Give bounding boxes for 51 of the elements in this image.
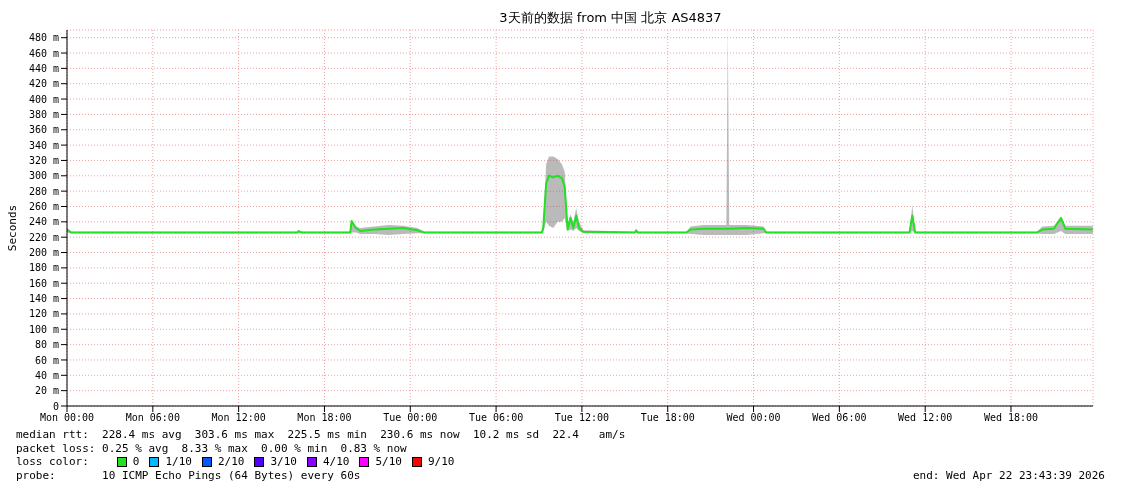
x-tick-label: Mon 18:00 [297, 412, 352, 424]
x-tick-label: Mon 12:00 [211, 412, 266, 424]
y-tick-label: 420 m [28, 78, 59, 90]
y-tick-label: 300 m [28, 170, 59, 182]
y-tick-label: 260 m [28, 201, 59, 213]
text: 2/10 [217, 455, 245, 469]
y-tick-label: 120 m [28, 308, 59, 320]
y-tick-label: 180 m [28, 262, 59, 274]
y-tick-label: 80 m [34, 339, 59, 351]
y-tick-label: 160 m [28, 277, 59, 289]
x-tick-label: Wed 12:00 [898, 412, 953, 424]
x-tick-label: Tue 12:00 [554, 412, 609, 424]
y-tick-label: 380 m [28, 108, 59, 120]
x-tick-label: Tue 18:00 [640, 412, 695, 424]
text: probe: 10 ICMP Echo Pings (64 Bytes) every 60s [16, 468, 361, 482]
y-tick-label: 480 m [28, 32, 59, 44]
text: 4/10 [322, 455, 350, 469]
text: end: Wed Apr 22 23:43:39 2026 [912, 468, 1105, 482]
text: loss color: [16, 455, 89, 469]
x-tick-label: Wed 06:00 [812, 412, 867, 424]
x-tick-label: Tue 00:00 [383, 412, 438, 424]
y-tick-label: 460 m [28, 47, 59, 59]
text: 5/10 [375, 455, 402, 469]
text: 0 [132, 455, 140, 469]
x-tick-label: Tue 06:00 [469, 412, 524, 424]
y-tick-label: 360 m [28, 124, 59, 136]
x-tick-label: Wed 18:00 [983, 412, 1039, 424]
x-tick-label: Wed 00:00 [726, 412, 781, 424]
y-tick-label: 320 m [28, 155, 59, 166]
y-tick-label: 60 m [34, 354, 59, 366]
y-tick-label: 440 m [28, 62, 59, 74]
y-tick-label: 220 m [28, 231, 59, 243]
x-tick-label: Mon 00:00 [39, 412, 95, 424]
y-tick-label: 240 m [28, 216, 59, 228]
y-axis-title: Seconds [6, 204, 19, 252]
y-tick-label: 40 m [34, 369, 59, 381]
text: 3/10 [270, 455, 297, 469]
y-tick-label: 140 m [28, 293, 59, 305]
y-tick-label: 100 m [28, 323, 59, 335]
y-tick-label: 340 m [28, 139, 59, 151]
x-tick-label: Mon 06:00 [125, 412, 180, 424]
text: median rtt: 228.4 ms avg 303.6 ms max 225.5 ms min 230.6 ms now 10.2 ms sd 22.4 am/s [16, 428, 627, 442]
y-tick-label: 280 m [28, 185, 59, 197]
text: 1/10 [165, 455, 192, 469]
y-tick-label: 400 m [28, 93, 59, 105]
chart-title: 3天前的数据 from 中国 北京 AS4837 [498, 9, 723, 27]
y-tick-label: 200 m [28, 247, 59, 259]
y-tick-label: 0 [52, 400, 59, 412]
text: 9/10 [427, 455, 455, 469]
text: packet loss: 0.25 % avg 8.33 % max 0.00 % min 0.83 % now [16, 441, 408, 455]
y-tick-label: 20 m [34, 385, 59, 397]
